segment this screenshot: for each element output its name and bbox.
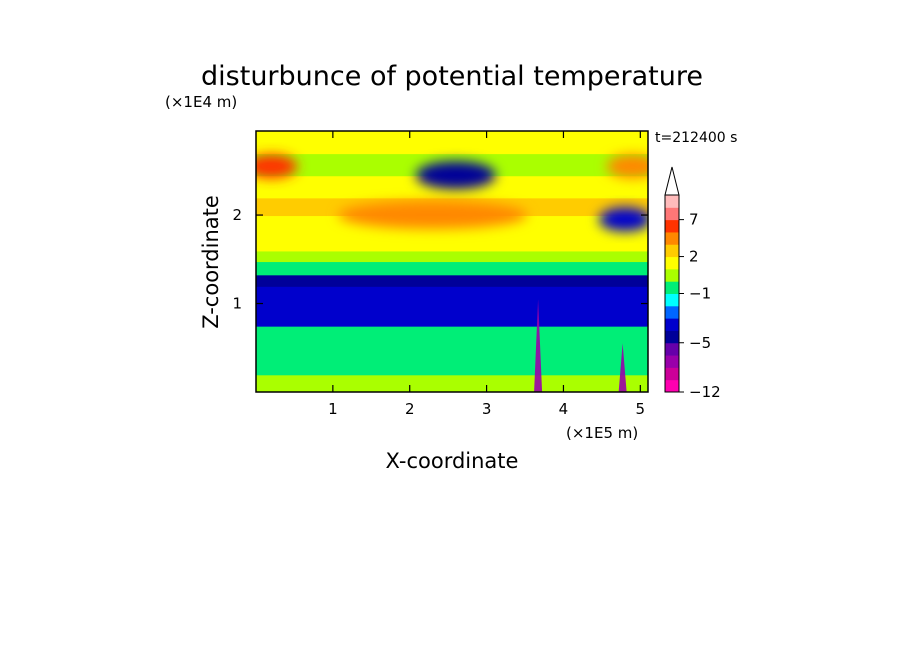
colorbar-segment bbox=[665, 367, 679, 381]
x-axis-label: X-coordinate bbox=[386, 449, 519, 473]
y-axis-ticks: 12 bbox=[232, 206, 648, 313]
colorbar-segment bbox=[665, 330, 679, 344]
x-tick-label: 4 bbox=[559, 400, 569, 418]
colorbar-segment bbox=[665, 342, 679, 356]
x-tick-label: 5 bbox=[636, 400, 646, 418]
contour-cell bbox=[256, 154, 298, 179]
colorbar-segment bbox=[665, 219, 679, 233]
colorbar-segment bbox=[665, 305, 679, 319]
colorbar-segment bbox=[665, 379, 679, 393]
contour-band bbox=[256, 374, 648, 392]
x-axis-ticks: 1 2 3 4 5 bbox=[328, 131, 645, 418]
plot-frame bbox=[255, 130, 649, 393]
colorbar-segment bbox=[665, 195, 679, 208]
contour-cell bbox=[337, 201, 528, 230]
contour-cell bbox=[598, 207, 648, 232]
contour-cell bbox=[606, 154, 648, 179]
contour-band bbox=[256, 232, 648, 252]
colorbar-segment bbox=[665, 268, 679, 282]
contour-features bbox=[256, 154, 648, 392]
colorbar-segment bbox=[665, 281, 679, 294]
colorbar-label: 7 bbox=[689, 211, 699, 229]
y-axis-label: Z-coordinate bbox=[199, 195, 223, 329]
colorbar-segment bbox=[665, 256, 679, 270]
plot-area bbox=[256, 131, 648, 392]
colorbar-label: 2 bbox=[689, 248, 699, 266]
x-tick-label: 1 bbox=[328, 400, 338, 418]
contour-spike bbox=[618, 343, 627, 392]
contour-band bbox=[256, 285, 648, 327]
contour-band bbox=[256, 131, 648, 155]
colorbar-label: −1 bbox=[689, 285, 711, 303]
colorbar-segment bbox=[665, 293, 679, 307]
contour-band bbox=[256, 250, 648, 263]
colorbar-segment bbox=[665, 231, 679, 245]
colorbar-label: −5 bbox=[689, 334, 711, 352]
y-tick-label: 1 bbox=[232, 295, 242, 313]
y-unit-label: (×1E4 m) bbox=[165, 93, 237, 111]
chart-title: disturbunce of potential temperature bbox=[201, 61, 703, 92]
colorbar-segment bbox=[665, 318, 679, 331]
contour-band bbox=[256, 343, 648, 376]
x-tick-label: 3 bbox=[482, 400, 492, 418]
x-unit-label: (×1E5 m) bbox=[566, 424, 638, 442]
contour-spike bbox=[534, 299, 543, 392]
y-tick-label: 2 bbox=[232, 206, 242, 224]
contour-band bbox=[256, 325, 648, 345]
colorbar-label: −12 bbox=[689, 383, 721, 401]
contour-band bbox=[256, 261, 648, 276]
colorbar-segment bbox=[665, 207, 679, 221]
colorbar-segment bbox=[665, 355, 679, 368]
contour-band bbox=[256, 274, 648, 287]
colorbar-segment bbox=[665, 244, 679, 258]
colorbar-extend-arrow bbox=[664, 166, 680, 196]
colorbar: −12−5−127 bbox=[664, 166, 721, 401]
x-tick-label: 2 bbox=[405, 400, 415, 418]
contour-cell bbox=[415, 161, 496, 190]
time-label: t=212400 s bbox=[655, 130, 737, 146]
